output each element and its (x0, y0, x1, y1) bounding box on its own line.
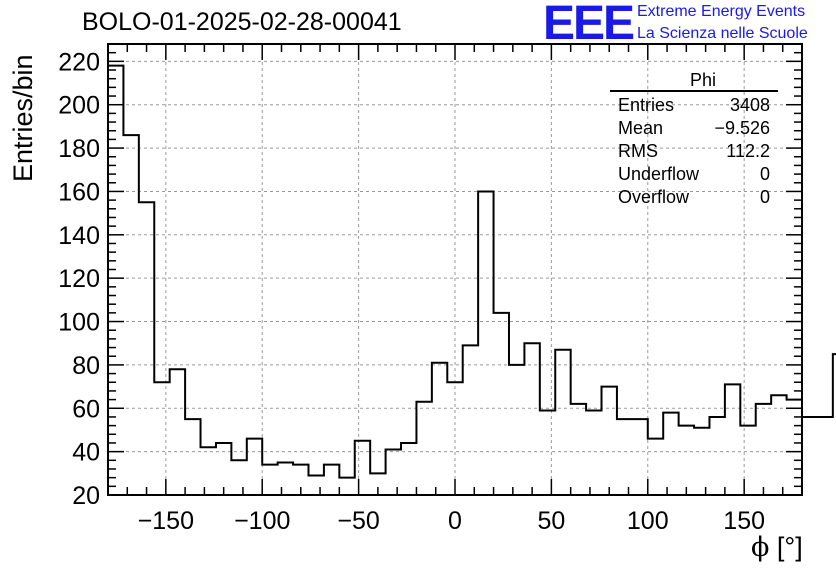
histogram-bin (679, 426, 694, 495)
x-tick-label: 150 (723, 507, 765, 535)
stats-title: Phi (689, 70, 716, 90)
histogram-bin (154, 382, 169, 495)
histogram-bin (463, 345, 478, 495)
histogram-bin (308, 475, 323, 495)
histogram-step-line (108, 64, 836, 479)
histogram-bin (108, 66, 123, 495)
histogram-bin (370, 473, 385, 495)
histogram-bin (139, 202, 154, 495)
y-tick-label: 80 (72, 352, 100, 380)
histogram-bin (756, 404, 771, 495)
stats-divider (610, 90, 778, 92)
histogram-bin (709, 417, 724, 495)
histogram-bin (787, 400, 802, 495)
grid-lines (108, 44, 802, 495)
histogram-bin (663, 413, 678, 495)
histogram-bin (231, 460, 246, 495)
x-axis-label: ϕ [°] (751, 532, 803, 563)
histogram-bin (386, 449, 401, 495)
stats-label: Overflow (618, 187, 690, 207)
histogram-bin (586, 410, 601, 495)
stats-value: 0 (759, 187, 770, 207)
histogram-bin (278, 462, 293, 495)
histogram-bin (617, 419, 632, 495)
y-tick-label: 40 (72, 439, 100, 467)
y-tick-label: 120 (58, 265, 100, 293)
stats-label: RMS (618, 141, 658, 161)
y-tick-label: 140 (58, 222, 100, 250)
stats-label: Mean (618, 118, 664, 138)
axis-ticks (107, 43, 803, 496)
histogram-bin (293, 465, 308, 495)
histogram-bin (401, 443, 416, 495)
histogram-bin (355, 441, 370, 495)
histogram-bin (725, 384, 740, 495)
histogram-bin (802, 417, 817, 495)
x-axis-unit: [°] (769, 532, 803, 562)
y-tick-label: 100 (58, 309, 100, 337)
logo-line-2: La Scienza nelle Scuole (637, 25, 808, 42)
histogram-bin (478, 191, 493, 495)
logo-line-1: Extreme Energy Events (637, 3, 806, 20)
histogram-bin (123, 135, 138, 495)
stats-value: 0 (759, 164, 770, 184)
y-tick-label: 200 (58, 92, 100, 120)
histogram-bin (170, 369, 185, 495)
histogram-bin (740, 426, 755, 495)
histogram-bin (447, 382, 462, 495)
histogram-bin (216, 443, 231, 495)
stats-label: Entries (618, 95, 675, 115)
histogram-bin (771, 395, 786, 495)
histogram-bin (247, 439, 262, 495)
histogram-bin (262, 465, 277, 495)
stats-value: 3408 (729, 95, 770, 115)
stats-value: −9.526 (714, 118, 770, 138)
histogram-bin (324, 465, 339, 495)
histogram-bin (648, 439, 663, 495)
y-axis-label: Entries/bin (8, 54, 38, 182)
stats-label: Underflow (618, 164, 700, 184)
histogram-bin (185, 419, 200, 495)
histogram-bin (416, 402, 431, 495)
histogram-bin (494, 313, 509, 495)
plot-frame (107, 43, 803, 496)
x-tick-label: 50 (537, 507, 565, 535)
histogram-bin (540, 410, 555, 495)
y-tick-label: 220 (58, 48, 100, 76)
x-tick-label: −50 (337, 507, 379, 535)
histogram-bin (201, 447, 216, 495)
histogram-bin (817, 417, 832, 495)
axis-tick-labels: −150 −100 −50 0 50 100 150 20 40 60 80 100 120 140 160… (58, 48, 765, 535)
y-tick-label: 60 (72, 395, 100, 423)
stats-row-mean: Mean −9.526 (610, 117, 778, 140)
histogram-bin (555, 350, 570, 495)
histogram-bin (432, 363, 447, 495)
x-tick-label: −150 (138, 507, 194, 535)
chart-title: BOLO-01-2025-02-28-00041 (82, 8, 402, 36)
stats-row-overflow: Overflow 0 (610, 186, 778, 209)
histogram-bin (509, 365, 524, 495)
y-tick-label: 160 (58, 178, 100, 206)
eee-logo-mark: EEE (543, 0, 635, 50)
histogram-bin (694, 428, 709, 495)
x-tick-label: 0 (448, 507, 462, 535)
x-tick-label: −100 (234, 507, 290, 535)
stats-row-rms: RMS 112.2 (610, 140, 778, 163)
stats-row-entries: Entries 3408 (610, 94, 778, 117)
stats-box: Phi Entries 3408 Mean −9.526 RMS 112.2 Unde… (610, 70, 778, 209)
y-tick-label: 20 (72, 482, 100, 510)
histogram-bin (632, 419, 647, 495)
stats-row-underflow: Underflow 0 (610, 163, 778, 186)
x-axis-symbol: ϕ (751, 532, 770, 563)
histogram-bin (524, 343, 539, 495)
histogram-bin (602, 387, 617, 495)
x-tick-label: 100 (627, 507, 669, 535)
histogram-bin (339, 478, 354, 495)
stats-value: 112.2 (726, 141, 770, 161)
histogram-bin (571, 404, 586, 495)
y-tick-label: 180 (58, 135, 100, 163)
